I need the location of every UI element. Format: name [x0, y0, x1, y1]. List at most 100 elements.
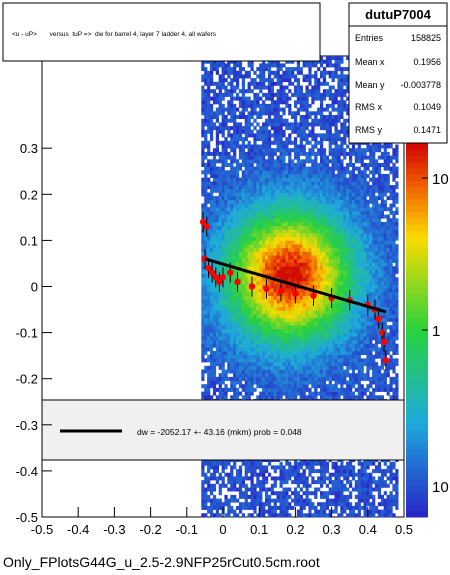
density-cell [244, 365, 248, 370]
density-cell [256, 502, 260, 507]
density-cell [215, 225, 219, 230]
density-cell [233, 199, 237, 204]
density-cell [299, 509, 303, 514]
density-cell [320, 321, 324, 326]
density-cell [285, 174, 289, 178]
density-cell [265, 262, 269, 267]
density-cell [212, 159, 217, 164]
density-cell [215, 214, 219, 219]
density-cell [247, 155, 251, 160]
density-cell [218, 236, 222, 241]
density-cell [311, 210, 315, 215]
density-cell [291, 343, 295, 348]
density-cell [247, 251, 251, 256]
density-cell [207, 332, 211, 337]
density-cell [276, 380, 280, 385]
density-cell [224, 269, 228, 274]
density-cell [218, 365, 222, 370]
density-cell [282, 244, 286, 249]
density-cell [236, 354, 240, 359]
density-cell [302, 321, 306, 326]
density-cell [325, 369, 329, 374]
density-cell [322, 288, 327, 293]
density-cell [320, 163, 324, 167]
density-cell [282, 96, 286, 101]
density-cell [285, 498, 289, 503]
density-cell [224, 358, 228, 363]
density-cell [305, 281, 309, 285]
density-cell [224, 472, 228, 477]
density-cell [230, 262, 234, 267]
density-cell [201, 336, 205, 341]
density-cell [288, 395, 292, 400]
density-cell [305, 199, 309, 204]
density-cell [265, 126, 269, 131]
density-cell [207, 336, 211, 341]
density-cell [294, 148, 298, 153]
density-cell [288, 177, 292, 182]
density-cell [294, 174, 298, 178]
density-cell [207, 181, 211, 186]
density-cell [291, 362, 295, 367]
density-cell [299, 487, 303, 492]
density-cell [247, 362, 251, 367]
density-cell [221, 347, 225, 352]
density-cell [279, 513, 283, 518]
density-cell [296, 188, 300, 193]
density-cell [201, 251, 205, 256]
density-cell [256, 288, 260, 293]
density-cell [221, 369, 225, 374]
density-cell [273, 303, 277, 308]
density-cell [250, 362, 254, 367]
density-cell [204, 229, 208, 234]
density-cell [204, 133, 208, 138]
density-cell [302, 148, 306, 153]
density-cell [238, 63, 243, 68]
density-cell [285, 303, 289, 308]
density-cell [259, 233, 263, 237]
density-cell [314, 325, 318, 330]
density-cell [244, 391, 248, 396]
density-cell [311, 181, 315, 186]
density-cell [221, 376, 225, 381]
density-cell [273, 266, 277, 271]
density-cell [265, 199, 269, 204]
density-cell [250, 258, 254, 263]
density-cell [265, 380, 269, 385]
density-cell [311, 391, 315, 396]
density-cell [322, 148, 327, 153]
density-cell [314, 225, 318, 230]
density-cell [201, 244, 205, 249]
density-cell [201, 107, 205, 112]
density-cell [227, 192, 231, 197]
density-cell [276, 281, 280, 285]
density-cell [207, 321, 211, 326]
density-cell [207, 343, 211, 348]
density-cell [224, 255, 228, 260]
density-cell [250, 472, 254, 477]
density-cell [265, 244, 269, 249]
density-cell [253, 251, 257, 256]
density-cell [273, 207, 277, 212]
density-cell [322, 299, 327, 304]
density-cell [328, 188, 332, 193]
density-cell [256, 100, 260, 105]
density-cell [308, 365, 312, 370]
density-cell [233, 273, 237, 278]
density-cell [227, 59, 231, 64]
density-cell [227, 233, 231, 237]
density-cell [250, 233, 254, 237]
density-cell [201, 96, 205, 101]
density-cell [279, 203, 283, 208]
density-cell [279, 505, 283, 510]
density-cell [311, 314, 315, 319]
density-cell [285, 476, 289, 481]
density-cell [325, 376, 329, 381]
density-cell [201, 314, 205, 319]
density-cell [250, 185, 254, 190]
density-cell [212, 229, 217, 234]
density-cell [288, 258, 292, 263]
density-cell [256, 196, 260, 201]
density-cell [244, 295, 248, 300]
density-cell [270, 148, 274, 153]
